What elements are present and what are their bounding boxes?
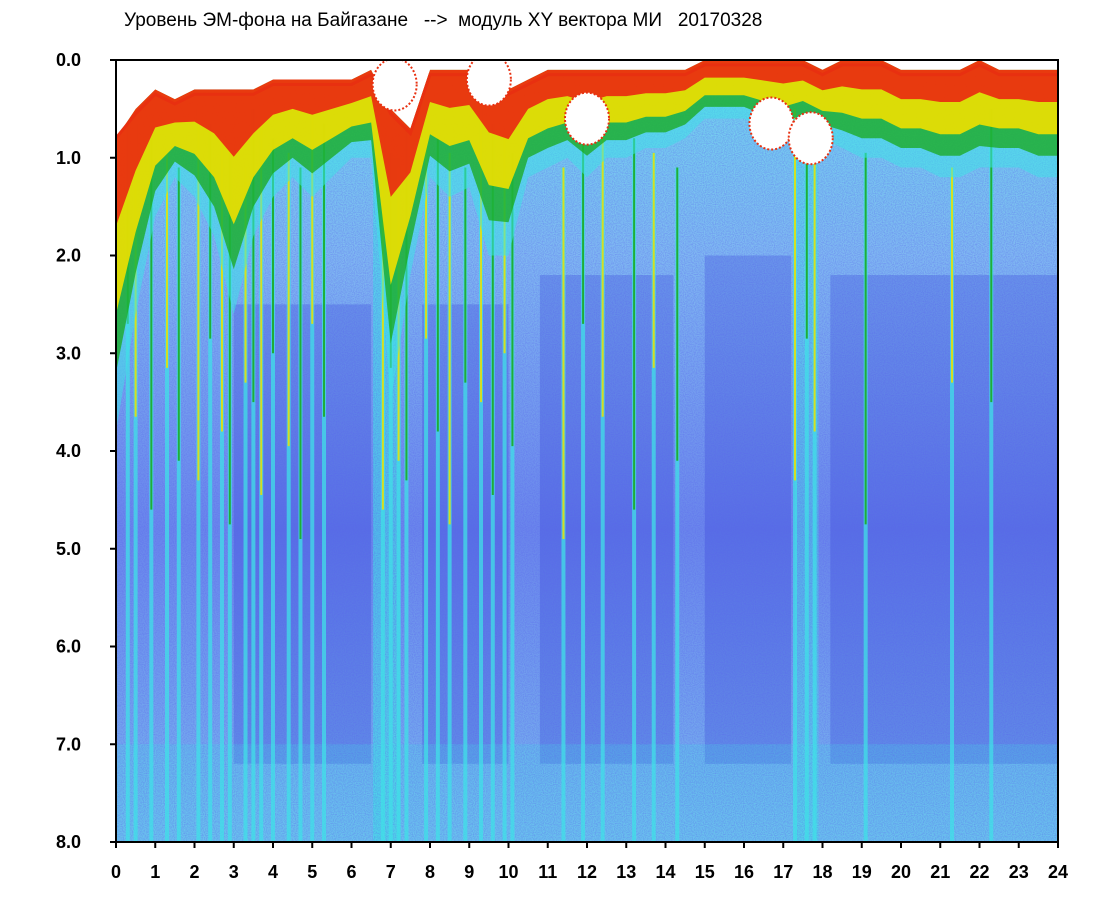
x-tick-label: 8 bbox=[425, 862, 435, 882]
x-tick-label: 15 bbox=[695, 862, 715, 882]
x-axis: 0 1 2 3 4 5 6 7 8 9 10 11 12 13 14 15 16 17 18 19 20 21 22 23 24 bbox=[111, 842, 1068, 882]
y-tick-label: 5.0 bbox=[56, 539, 81, 559]
x-tick-label: 3 bbox=[229, 862, 239, 882]
x-tick-label: 12 bbox=[577, 862, 597, 882]
y-tick-label: 7.0 bbox=[56, 734, 81, 754]
y-tick-label: 8.0 bbox=[56, 832, 81, 852]
x-tick-label: 22 bbox=[969, 862, 989, 882]
y-tick-label: 0.0 bbox=[56, 50, 81, 70]
x-tick-label: 19 bbox=[852, 862, 872, 882]
y-tick-label: 1.0 bbox=[56, 148, 81, 168]
x-tick-label: 2 bbox=[189, 862, 199, 882]
x-tick-label: 11 bbox=[538, 862, 557, 882]
x-tick-label: 24 bbox=[1048, 862, 1068, 882]
x-tick-label: 4 bbox=[268, 862, 278, 882]
plot-area bbox=[116, 60, 1058, 842]
color-band bbox=[116, 60, 1058, 315]
y-tick-label: 4.0 bbox=[56, 441, 81, 461]
x-tick-label: 13 bbox=[616, 862, 636, 882]
x-tick-label: 5 bbox=[307, 862, 317, 882]
y-tick-label: 3.0 bbox=[56, 343, 81, 363]
color-band bbox=[116, 60, 1058, 227]
x-tick-label: 9 bbox=[464, 862, 474, 882]
x-tick-label: 20 bbox=[891, 862, 911, 882]
white-patch bbox=[564, 91, 610, 146]
white-patch bbox=[465, 60, 512, 107]
y-tick-label: 2.0 bbox=[56, 246, 81, 266]
y-axis: 0.0 1.0 2.0 3.0 4.0 5.0 6.0 7.0 8.0 bbox=[56, 50, 116, 852]
color-band bbox=[116, 60, 1058, 432]
color-bands bbox=[116, 60, 1058, 432]
x-tick-label: 21 bbox=[930, 862, 950, 882]
white-patch bbox=[748, 96, 795, 151]
x-tick-label: 18 bbox=[812, 862, 832, 882]
band-edge bbox=[116, 63, 1058, 140]
x-tick-label: 23 bbox=[1009, 862, 1029, 882]
white-patches bbox=[371, 60, 834, 166]
x-tick-label: 1 bbox=[150, 862, 160, 882]
x-tick-label: 6 bbox=[346, 862, 356, 882]
x-tick-label: 14 bbox=[655, 862, 675, 882]
white-patch bbox=[787, 111, 834, 166]
x-tick-label: 0 bbox=[111, 862, 121, 882]
white-patch bbox=[371, 60, 418, 112]
x-tick-label: 16 bbox=[734, 862, 754, 882]
color-band bbox=[116, 60, 1058, 373]
x-tick-label: 7 bbox=[386, 862, 396, 882]
chart-title: Уровень ЭМ-фона на Байгазане --> модуль … bbox=[124, 10, 763, 31]
x-tick-label: 10 bbox=[498, 862, 518, 882]
saturation-area bbox=[116, 60, 1058, 139]
x-tick-label: 17 bbox=[773, 862, 793, 882]
y-tick-label: 6.0 bbox=[56, 637, 81, 657]
